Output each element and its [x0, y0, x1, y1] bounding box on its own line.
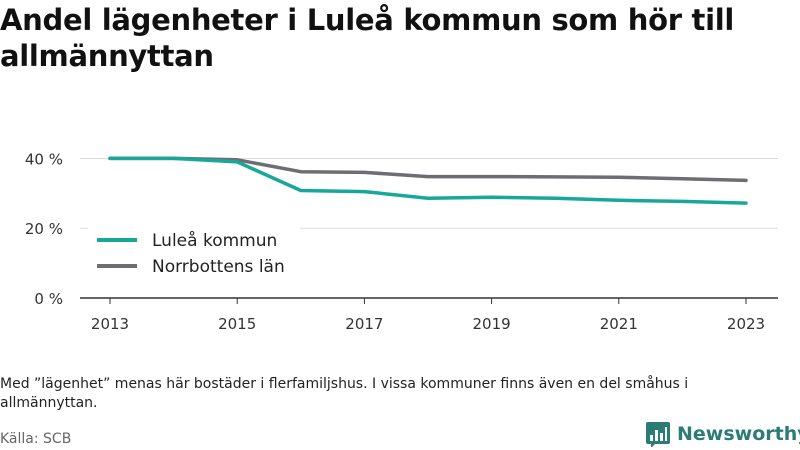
- chart-title: Andel lägenheter i Luleå kommun som hör …: [0, 3, 735, 73]
- x-tick-label: 2013: [91, 315, 129, 333]
- bar-chart-icon: [646, 422, 670, 447]
- legend-background: [88, 226, 300, 284]
- x-tick-label: 2023: [727, 315, 765, 333]
- legend: Luleå kommun Norrbottens län: [97, 230, 285, 277]
- y-tick-label: 20 %: [25, 220, 63, 238]
- line-chart: 0 % 20 % 40 % 2013 2015 2017 2019 2021 2023 Lul…: [25, 150, 778, 333]
- x-axis-ticks: 2013 2015 2017 2019 2021 2023: [91, 298, 765, 333]
- y-axis-ticks: 0 % 20 % 40 %: [25, 150, 63, 308]
- series-lines: [108, 156, 748, 205]
- legend-item-lulea: Luleå kommun: [97, 230, 277, 251]
- y-tick-label: 0 %: [34, 290, 63, 308]
- y-tick-label: 40 %: [25, 150, 63, 168]
- gridlines: [80, 157, 778, 229]
- source-label: Källa: SCB: [0, 431, 72, 447]
- x-tick-label: 2017: [345, 315, 383, 333]
- legend-item-norrbotten: Norrbottens län: [97, 257, 285, 277]
- x-tick-label: 2019: [473, 315, 511, 333]
- newsworthy-logo: Newsworthy: [645, 420, 800, 448]
- brand-name: Newsworthy: [677, 423, 800, 445]
- footnote: Med ”lägenhet” menas här bostäder i fler…: [0, 376, 689, 411]
- legend-label-norrbotten: Norrbottens län: [152, 257, 285, 277]
- legend-label-lulea: Luleå kommun: [152, 230, 277, 251]
- x-tick-label: 2015: [218, 315, 256, 333]
- series-line-lulea: [108, 156, 748, 205]
- x-tick-label: 2021: [600, 315, 638, 333]
